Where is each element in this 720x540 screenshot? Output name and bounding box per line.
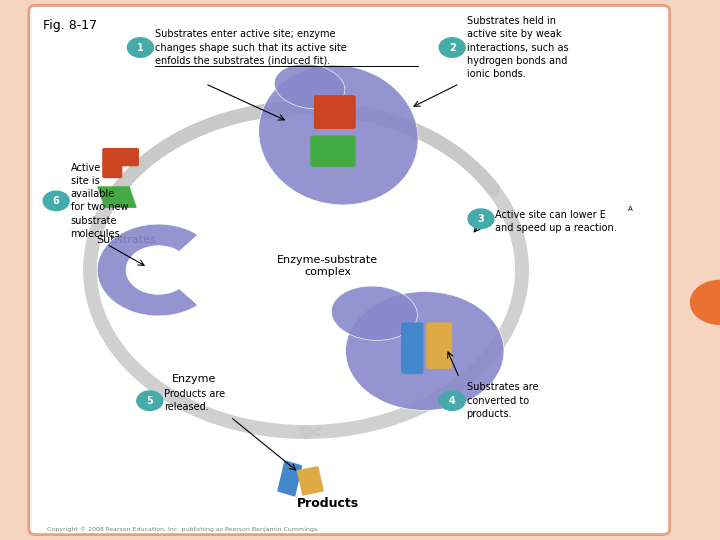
Text: 4: 4 (449, 396, 456, 406)
Text: Substrates: Substrates (96, 235, 156, 245)
Text: Products: Products (297, 497, 359, 510)
Text: A: A (628, 206, 633, 212)
Ellipse shape (274, 64, 345, 109)
Text: Copyright © 2008 Pearson Education, Inc. publishing as Pearson Benjamin Cummings: Copyright © 2008 Pearson Education, Inc.… (47, 526, 319, 532)
Text: Active
site is
available
for two new
substrate
molecules.: Active site is available for two new sub… (71, 163, 128, 239)
FancyBboxPatch shape (314, 95, 356, 129)
Ellipse shape (258, 65, 418, 205)
Text: 5: 5 (146, 396, 153, 406)
Text: and speed up a reaction.: and speed up a reaction. (495, 223, 617, 233)
FancyBboxPatch shape (401, 322, 423, 374)
Wedge shape (690, 280, 720, 325)
Polygon shape (297, 466, 324, 496)
Text: Substrates held in
active site by weak
interactions, such as
hydrogen bonds and
: Substrates held in active site by weak i… (467, 16, 568, 79)
FancyBboxPatch shape (102, 148, 139, 166)
Ellipse shape (346, 292, 504, 410)
Text: Enzyme-substrate
complex: Enzyme-substrate complex (277, 255, 378, 277)
Ellipse shape (331, 286, 418, 340)
FancyBboxPatch shape (102, 161, 122, 178)
Text: Substrates enter active site; enzyme
changes shape such that its active site
enf: Substrates enter active site; enzyme cha… (155, 29, 346, 66)
Circle shape (43, 191, 69, 211)
Polygon shape (97, 186, 137, 208)
Circle shape (137, 391, 163, 410)
Text: 2: 2 (449, 43, 456, 52)
Text: Products are
released.: Products are released. (164, 389, 225, 412)
Polygon shape (277, 460, 302, 497)
Circle shape (468, 209, 494, 228)
Text: Active site can lower E: Active site can lower E (495, 210, 606, 220)
Polygon shape (97, 224, 198, 316)
FancyBboxPatch shape (310, 136, 356, 167)
Text: 3: 3 (477, 214, 485, 224)
Text: Fig. 8-17: Fig. 8-17 (43, 19, 97, 32)
Text: Enzyme: Enzyme (172, 374, 217, 384)
Text: 6: 6 (53, 196, 60, 206)
Text: 1: 1 (137, 43, 144, 52)
FancyBboxPatch shape (426, 322, 452, 369)
Text: Substrates are
converted to
products.: Substrates are converted to products. (467, 382, 538, 419)
Circle shape (439, 391, 465, 410)
FancyBboxPatch shape (29, 5, 670, 535)
Circle shape (127, 38, 153, 57)
Circle shape (439, 38, 465, 57)
